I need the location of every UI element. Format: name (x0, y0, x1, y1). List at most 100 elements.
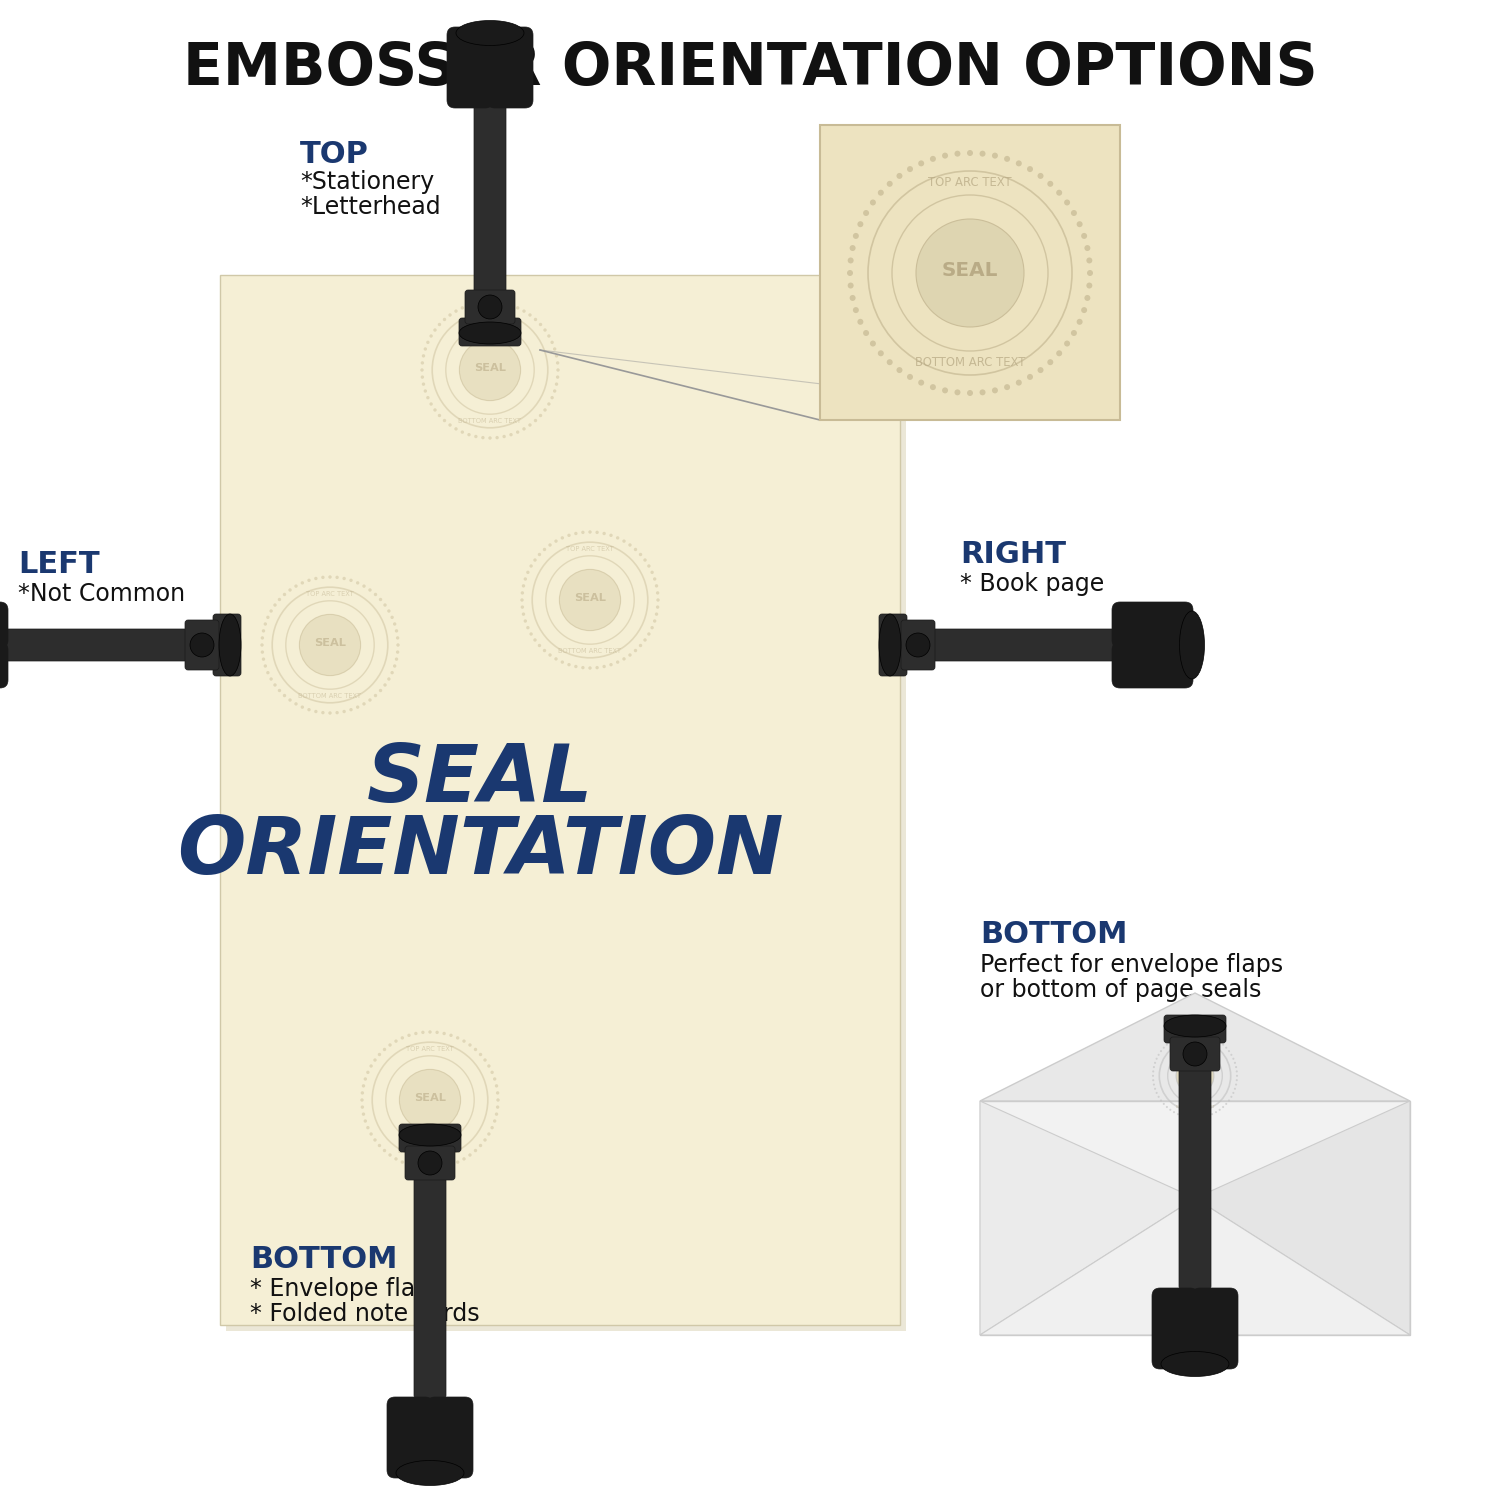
Circle shape (1228, 1050, 1230, 1052)
Circle shape (454, 427, 458, 430)
Circle shape (314, 578, 318, 580)
Circle shape (396, 644, 399, 646)
Circle shape (622, 657, 626, 660)
Circle shape (369, 1065, 374, 1068)
Text: SEAL: SEAL (314, 638, 346, 648)
FancyBboxPatch shape (213, 614, 242, 676)
Ellipse shape (1164, 1016, 1226, 1036)
Circle shape (916, 219, 1024, 327)
Circle shape (1215, 1038, 1216, 1041)
Circle shape (516, 430, 519, 433)
Text: RIGHT: RIGHT (960, 540, 1066, 568)
Circle shape (847, 258, 853, 264)
Ellipse shape (879, 614, 902, 676)
Circle shape (556, 375, 560, 380)
FancyBboxPatch shape (405, 1146, 454, 1180)
Circle shape (1160, 1100, 1162, 1101)
Circle shape (350, 579, 352, 582)
Circle shape (853, 308, 859, 314)
Circle shape (651, 570, 654, 574)
Circle shape (362, 1113, 364, 1116)
Circle shape (382, 1149, 386, 1152)
Circle shape (522, 584, 525, 588)
Circle shape (646, 633, 651, 636)
Circle shape (548, 402, 550, 405)
Text: TOP ARC TEXT: TOP ARC TEXT (406, 1046, 454, 1052)
Circle shape (278, 688, 280, 692)
FancyBboxPatch shape (1170, 1036, 1219, 1071)
FancyBboxPatch shape (926, 628, 1124, 662)
Polygon shape (980, 993, 1410, 1101)
Circle shape (574, 664, 578, 668)
Circle shape (494, 1119, 496, 1122)
Circle shape (1154, 1083, 1155, 1086)
Circle shape (266, 670, 270, 675)
Circle shape (528, 423, 531, 426)
Circle shape (1176, 1058, 1214, 1095)
Text: * Book page: * Book page (960, 572, 1104, 596)
Circle shape (1236, 1078, 1238, 1082)
Circle shape (1178, 1113, 1179, 1114)
Circle shape (1203, 1116, 1204, 1118)
Circle shape (1154, 1066, 1155, 1068)
Circle shape (1086, 258, 1092, 264)
Circle shape (450, 1162, 453, 1167)
Circle shape (1162, 1047, 1166, 1048)
Circle shape (390, 670, 394, 675)
Circle shape (555, 382, 558, 386)
Circle shape (454, 309, 458, 314)
Circle shape (526, 626, 530, 630)
Circle shape (1208, 1114, 1209, 1118)
Circle shape (423, 348, 427, 351)
Circle shape (264, 664, 267, 668)
Circle shape (1218, 1041, 1221, 1042)
Circle shape (1082, 308, 1088, 314)
Circle shape (1210, 1113, 1214, 1114)
Circle shape (639, 554, 642, 556)
Circle shape (483, 1059, 486, 1062)
Text: LEFT: LEFT (18, 550, 99, 579)
Circle shape (1064, 200, 1070, 206)
Circle shape (394, 628, 398, 633)
Circle shape (448, 314, 452, 316)
Circle shape (1194, 1116, 1196, 1119)
Circle shape (1190, 1034, 1191, 1035)
Circle shape (878, 189, 884, 195)
Text: SEAL: SEAL (474, 363, 506, 374)
Circle shape (488, 1065, 490, 1068)
Circle shape (1016, 380, 1022, 386)
Circle shape (420, 362, 424, 364)
Circle shape (656, 606, 660, 609)
Circle shape (1152, 1074, 1154, 1077)
Circle shape (1086, 282, 1092, 288)
Circle shape (954, 390, 960, 396)
Circle shape (1047, 182, 1053, 188)
Circle shape (1234, 1088, 1236, 1090)
Circle shape (1236, 1074, 1238, 1077)
Circle shape (390, 615, 394, 620)
Circle shape (494, 1077, 496, 1080)
Circle shape (588, 666, 591, 669)
Circle shape (942, 153, 948, 159)
Circle shape (429, 1167, 432, 1170)
Circle shape (918, 160, 924, 166)
Circle shape (468, 1044, 471, 1047)
Text: TOP ARC TEXT: TOP ARC TEXT (566, 546, 614, 552)
Circle shape (342, 578, 346, 580)
Circle shape (369, 588, 372, 591)
Circle shape (496, 1106, 500, 1108)
Circle shape (442, 419, 446, 422)
Circle shape (534, 639, 537, 642)
Circle shape (580, 666, 585, 669)
Circle shape (1173, 1112, 1174, 1113)
Circle shape (1234, 1083, 1238, 1086)
Circle shape (433, 408, 436, 411)
Circle shape (588, 531, 591, 534)
Text: SEAL: SEAL (414, 1094, 446, 1102)
FancyBboxPatch shape (879, 614, 908, 676)
Circle shape (300, 615, 360, 675)
Circle shape (549, 543, 552, 546)
Circle shape (408, 1034, 411, 1036)
Circle shape (603, 664, 606, 668)
Circle shape (1028, 374, 1033, 380)
